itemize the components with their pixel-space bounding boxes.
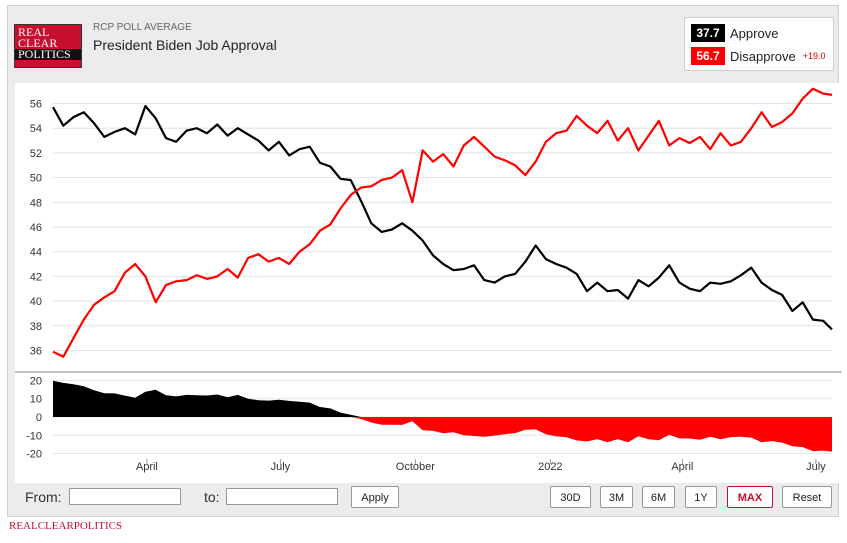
to-label: to:: [204, 489, 220, 505]
x-tick-label: 2022: [538, 461, 562, 473]
approval-chart[interactable]: 36 38 40 42 44 46 48 50 52 54 56 20 10 0 -10 -20 April Ju…: [15, 83, 847, 491]
spread-value: +19.0: [802, 51, 826, 61]
spread-y-tick-label: 10: [30, 394, 42, 406]
x-tick-label: July: [271, 461, 291, 473]
y-tick-label: 48: [30, 197, 42, 209]
approve-label: Approve: [730, 25, 779, 41]
y-tick-label: 54: [30, 123, 42, 135]
legend-disapprove: 56.7 Disapprove +19.0: [691, 47, 826, 65]
chart-subtitle: RCP POLL AVERAGE: [93, 22, 192, 33]
spread-y-tick-label: -20: [26, 449, 42, 461]
x-tick-label: July: [806, 461, 826, 473]
x-tick-label: April: [671, 461, 693, 473]
y-tick-label: 38: [30, 321, 42, 333]
y-tick-label: 56: [30, 99, 42, 111]
range-6m-button[interactable]: 6M: [642, 486, 675, 508]
spread-y-tick-label: 20: [30, 375, 42, 387]
chart-title: President Biden Job Approval: [93, 37, 277, 53]
x-tick-label: April: [136, 461, 158, 473]
logo-line-1: REAL: [18, 25, 50, 39]
spread-y-tick-label: -10: [26, 430, 42, 442]
y-tick-label: 40: [30, 296, 42, 308]
logo-line-2: CLEAR: [18, 36, 58, 50]
range-3m-button[interactable]: 3M: [600, 486, 633, 508]
rcp-logo[interactable]: REAL CLEAR POLITICS: [14, 24, 82, 68]
disapprove-value-badge: 56.7: [691, 47, 725, 65]
range-30d-button[interactable]: 30D: [550, 486, 591, 508]
footer-brand[interactable]: REALCLEARPOLITICS: [9, 520, 123, 532]
range-max-button[interactable]: MAX: [727, 486, 773, 508]
legend-box: 37.7 Approve 56.7 Disapprove +19.0: [684, 17, 834, 71]
disapprove-label: Disapprove: [730, 48, 796, 64]
spread-area-positive: [53, 380, 832, 417]
approve-value-badge: 37.7: [691, 24, 725, 42]
y-tick-label: 44: [30, 247, 42, 259]
y-tick-label: 42: [30, 271, 42, 283]
to-date-input[interactable]: [226, 488, 338, 505]
y-tick-label: 52: [30, 148, 42, 160]
reset-button[interactable]: Reset: [782, 486, 832, 508]
range-1y-button[interactable]: 1Y: [685, 486, 717, 508]
x-tick-label: October: [396, 461, 435, 473]
spread-area-negative: [53, 417, 832, 452]
logo-line-3: POLITICS: [15, 48, 81, 60]
from-date-input[interactable]: [69, 488, 181, 505]
y-tick-label: 36: [30, 345, 42, 357]
y-tick-label: 46: [30, 222, 42, 234]
series-line-disapprove: [52, 87, 833, 358]
legend-approve: 37.7 Approve: [691, 24, 778, 42]
date-range-controls: From: to: Apply 30D 3M 6M 1Y MAX Reset: [15, 484, 835, 510]
series-line-approve: [52, 104, 833, 331]
from-label: From:: [25, 489, 62, 505]
apply-button[interactable]: Apply: [351, 486, 399, 508]
spread-y-tick-label: 0: [36, 412, 42, 424]
y-tick-label: 50: [30, 173, 42, 185]
